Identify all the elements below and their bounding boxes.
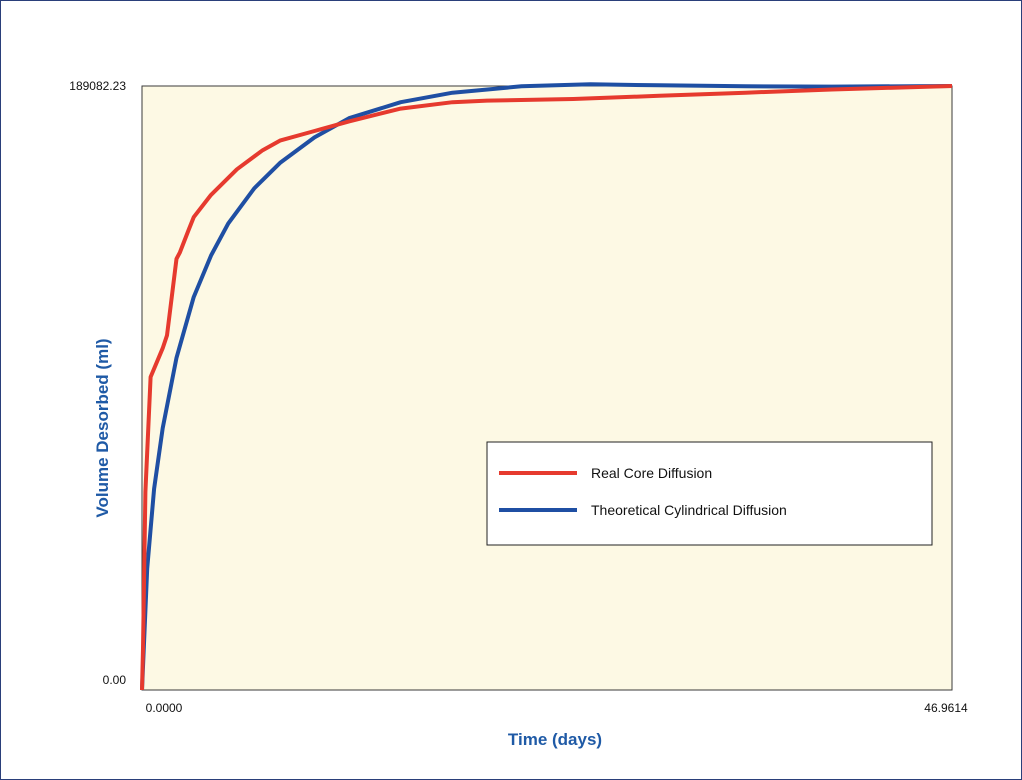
legend-label-theoretical: Theoretical Cylindrical Diffusion: [591, 502, 787, 518]
y-tick-label-min: 0.00: [103, 673, 127, 687]
legend-box: [486, 441, 933, 546]
x-tick-label-max: 46.9614: [924, 701, 968, 715]
legend-label-real-core: Real Core Diffusion: [591, 465, 712, 481]
x-tick-label-min: 0.0000: [146, 701, 183, 715]
series-line-real-core: [140, 84, 953, 691]
series-line-theoretical: [140, 82, 953, 691]
y-tick-label-max: 189082.23: [69, 79, 126, 93]
x-axis-title: Time (days): [508, 730, 602, 749]
series-layer: [140, 82, 953, 691]
plot-area: [141, 85, 953, 691]
y-axis-title: Volume Desorbed (ml): [93, 338, 112, 517]
legend: Real Core Diffusion Theoretical Cylindri…: [486, 441, 933, 546]
